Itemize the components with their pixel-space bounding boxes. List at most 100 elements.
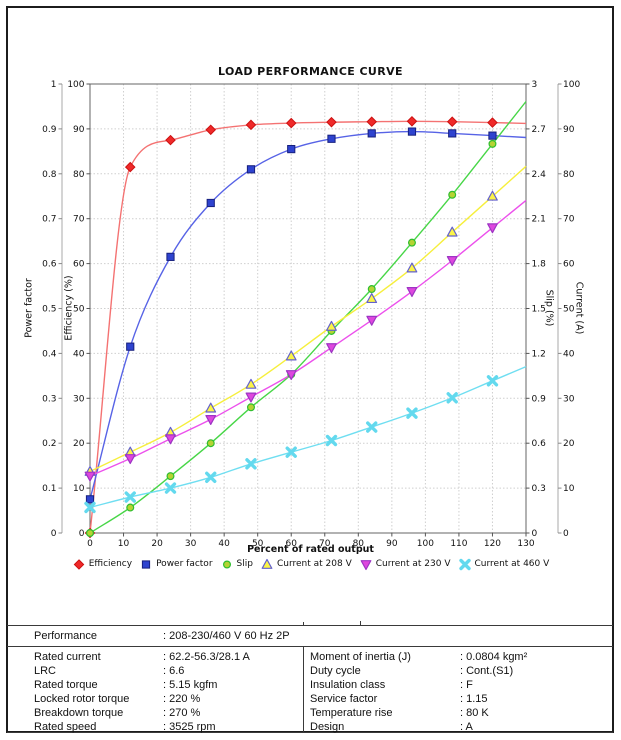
- svg-text:0: 0: [79, 529, 85, 539]
- performance-label: Performance: [34, 630, 97, 642]
- svg-text:30: 30: [563, 394, 575, 404]
- svg-text:90: 90: [386, 539, 398, 549]
- svg-text:100: 100: [563, 80, 580, 90]
- current-230-marker-icon: [360, 560, 372, 571]
- spec-value: : A: [460, 721, 473, 733]
- table-bottom-border: [7, 732, 613, 733]
- legend-label: Current at 208 V: [276, 559, 352, 569]
- svg-text:60: 60: [73, 260, 85, 270]
- legend-label: Slip: [236, 559, 253, 569]
- right-labels-column: Moment of inertia (J) Duty cycle Insulat…: [310, 650, 411, 734]
- legend-label: Current at 460 V: [474, 559, 550, 569]
- svg-text:90: 90: [563, 125, 575, 135]
- svg-text:80: 80: [353, 539, 365, 549]
- svg-text:130: 130: [517, 539, 534, 549]
- spec-value: : 0.0804 kgm²: [460, 651, 528, 663]
- spec-value: : 3525 rpm: [163, 721, 216, 733]
- svg-text:0.7: 0.7: [42, 215, 56, 225]
- svg-text:1.5: 1.5: [532, 305, 546, 315]
- svg-text:0.1: 0.1: [42, 484, 56, 494]
- svg-text:40: 40: [73, 349, 85, 359]
- svg-text:60: 60: [563, 260, 575, 270]
- spec-label: LRC: [34, 665, 57, 677]
- legend-item-current-460: Current at 460 V: [458, 557, 550, 571]
- svg-text:2.1: 2.1: [532, 215, 546, 225]
- svg-text:50: 50: [563, 305, 575, 315]
- legend-item-power-factor: Power factor: [139, 557, 213, 571]
- svg-text:0.4: 0.4: [42, 349, 57, 359]
- svg-text:20: 20: [151, 539, 163, 549]
- svg-text:0: 0: [532, 529, 538, 539]
- legend-item-current-230: Current at 230 V: [359, 557, 451, 571]
- spec-value: : F: [460, 679, 473, 691]
- spec-value: : 62.2-56.3/28.1 A: [163, 651, 250, 663]
- svg-text:70: 70: [563, 215, 575, 225]
- legend-item-efficiency: Efficiency: [72, 557, 132, 571]
- legend-item-current-208: Current at 208 V: [260, 557, 352, 571]
- legend-label: Current at 230 V: [375, 559, 451, 569]
- svg-text:0.3: 0.3: [42, 394, 56, 404]
- x-axis-title: Percent of rated output: [247, 544, 374, 555]
- svg-text:50: 50: [252, 539, 264, 549]
- table-column-divider: [303, 646, 304, 732]
- legend-item-slip: Slip: [220, 557, 253, 571]
- svg-text:80: 80: [73, 170, 85, 180]
- svg-text:20: 20: [73, 439, 85, 449]
- legend-label: Efficiency: [88, 559, 133, 569]
- svg-text:30: 30: [185, 539, 197, 549]
- svg-text:40: 40: [563, 349, 575, 359]
- svg-text:10: 10: [73, 484, 85, 494]
- svg-text:10: 10: [118, 539, 130, 549]
- svg-text:2.4: 2.4: [532, 170, 547, 180]
- spec-value: : 6.6: [163, 665, 185, 677]
- svg-text:80: 80: [563, 170, 575, 180]
- spec-value: : 220 %: [163, 693, 201, 705]
- spec-value: : Cont.(S1): [460, 665, 514, 677]
- table-divider-notch: [360, 621, 361, 625]
- svg-text:100: 100: [67, 80, 84, 90]
- svg-text:3: 3: [532, 80, 538, 90]
- spec-label: Locked rotor torque: [34, 693, 130, 705]
- svg-text:100: 100: [417, 539, 434, 549]
- svg-text:90: 90: [73, 125, 85, 135]
- svg-text:30: 30: [73, 394, 85, 404]
- load-performance-chart: 0 10 20 30 40 50 60 70 80 90 100 110 120 13000.10.20.…: [42, 80, 580, 549]
- svg-text:0.3: 0.3: [532, 484, 546, 494]
- svg-text:0: 0: [87, 539, 93, 549]
- svg-text:120: 120: [484, 539, 501, 549]
- spec-label: Breakdown torque: [34, 707, 124, 719]
- svg-text:70: 70: [319, 539, 331, 549]
- current-460-marker-icon: [458, 558, 471, 571]
- svg-text:10: 10: [563, 484, 575, 494]
- power-factor-marker-icon: [141, 560, 151, 569]
- svg-text:0.6: 0.6: [42, 260, 57, 270]
- table-divider-notch: [303, 622, 304, 625]
- right-values-column: : 0.0804 kgm² : Cont.(S1) : F : 1.15 : 8…: [460, 650, 527, 734]
- svg-text:0.9: 0.9: [42, 125, 57, 135]
- slip-marker-icon: [222, 560, 231, 569]
- spec-label: Rated torque: [34, 679, 98, 691]
- table-mid-border: [7, 646, 613, 647]
- spec-label: Design: [310, 721, 345, 733]
- svg-text:70: 70: [73, 215, 85, 225]
- svg-text:40: 40: [218, 539, 230, 549]
- spec-value: : 5.15 kgfm: [163, 679, 218, 691]
- svg-text:0.9: 0.9: [532, 394, 547, 404]
- svg-text:1: 1: [51, 80, 57, 90]
- spec-value: : 1.15: [460, 693, 488, 705]
- efficiency-marker-icon: [73, 559, 85, 570]
- current-208-marker-icon: [261, 558, 273, 569]
- svg-text:0.2: 0.2: [42, 439, 56, 449]
- spec-label: Moment of inertia (J): [310, 651, 411, 663]
- left-labels-column: Rated current LRC Rated torque Locked ro…: [34, 650, 129, 734]
- svg-text:20: 20: [563, 439, 575, 449]
- svg-text:0.5: 0.5: [42, 305, 56, 315]
- svg-text:0.6: 0.6: [532, 439, 547, 449]
- spec-label: Service factor: [310, 693, 378, 705]
- spec-label: Insulation class: [310, 679, 386, 691]
- chart-legend: Efficiency Power factor Slip Current at …: [0, 557, 621, 571]
- svg-text:50: 50: [73, 305, 85, 315]
- spec-value: : 270 %: [163, 707, 201, 719]
- spec-value: : 80 K: [460, 707, 489, 719]
